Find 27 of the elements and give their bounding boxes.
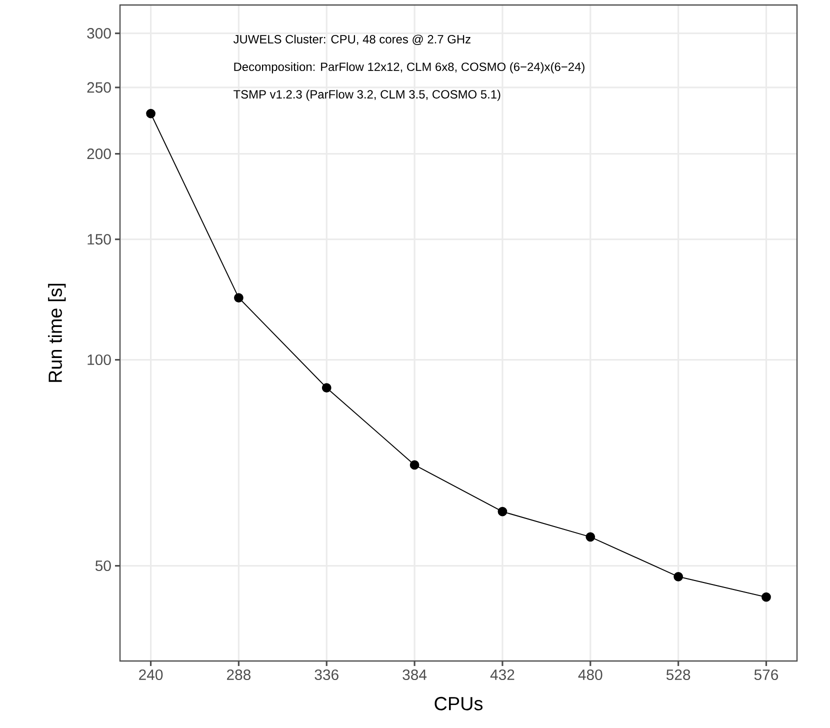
y-tick-label: 100 <box>88 354 111 366</box>
x-tick-label: 384 <box>402 669 427 680</box>
annotation: TSMP v1.2.3 (ParFlow 3.2, CLM 3.5, COSMO 5.1) <box>234 90 500 101</box>
x-tick-label: 528 <box>666 669 690 680</box>
point <box>146 108 156 118</box>
y-tick-label: 50 <box>95 560 111 572</box>
point <box>410 460 420 470</box>
annotation: Decomposition: ParFlow 12x12, CLM 6x8, COSMO (6−24)x(6−24) <box>234 62 584 74</box>
annotation: JUWELS Cluster: CPU, 48 cores @ 2.7 GHz <box>233 34 470 46</box>
y-tick-label: 200 <box>87 148 111 160</box>
point <box>322 383 332 393</box>
x-tick-label: 336 <box>314 669 338 680</box>
point <box>234 293 244 302</box>
point <box>586 532 596 542</box>
y-axis-title: Run time [s] <box>48 284 66 382</box>
point <box>674 572 684 582</box>
y-tick-label: 300 <box>87 28 111 39</box>
x-tick-label: 240 <box>139 669 163 680</box>
x-tick-label: 480 <box>578 669 602 680</box>
x-tick-label: 288 <box>226 669 251 680</box>
point <box>762 592 771 602</box>
y-tick-label: 250 <box>87 82 111 93</box>
x-axis-title: CPUs <box>434 696 483 710</box>
x-tick-label: 432 <box>490 669 514 680</box>
point <box>498 506 508 516</box>
y-tick-label: 150 <box>88 234 111 245</box>
x-tick-label: 576 <box>754 669 778 680</box>
